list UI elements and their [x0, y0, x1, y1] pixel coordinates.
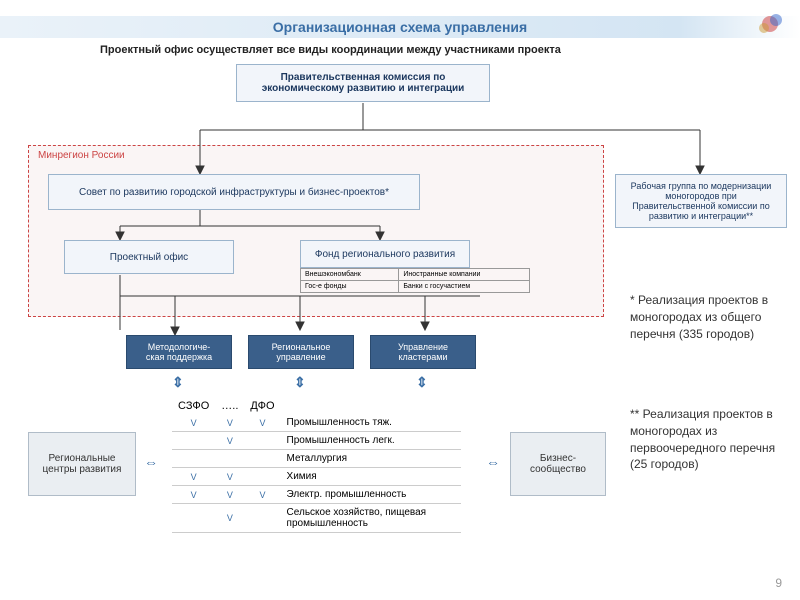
- footnote-1: * Реализация проектов в моногородах из о…: [630, 292, 788, 342]
- fund-subtable: ВнешэкономбанкИностранные компании Гос-е…: [300, 268, 530, 293]
- clusters-box: Управление кластерами: [370, 335, 476, 369]
- subtitle: Проектный офис осуществляет все виды коо…: [100, 44, 561, 56]
- footnote-2: ** Реализация проектов в моногородах из …: [630, 406, 788, 473]
- minregion-label: Минрегион России: [38, 150, 125, 161]
- double-arrow-1: ⇕: [172, 374, 184, 391]
- method-box: Методологиче- ская поддержка: [126, 335, 232, 369]
- double-arrow-3: ⇕: [416, 374, 428, 391]
- double-arrow-h2: ⇔: [486, 454, 500, 470]
- regional-centers-box: Региональные центры развития: [28, 432, 136, 496]
- sector-table: СЗФО ….. ДФО VVVПромышленность тяж.VПром…: [172, 398, 461, 533]
- project-office-box: Проектный офис: [64, 240, 234, 274]
- gov-commission-box: Правительственная комиссия по экономичес…: [236, 64, 490, 102]
- fund-box: Фонд регионального развития: [300, 240, 470, 268]
- regional-mgmt-box: Региональное управление: [248, 335, 354, 369]
- double-arrow-h1: ⇔: [144, 454, 158, 470]
- workgroup-box: Рабочая группа по модернизации моногород…: [615, 174, 787, 228]
- page-title: Организационная схема управления: [273, 19, 527, 35]
- council-box: Совет по развитию городской инфраструкту…: [48, 174, 420, 210]
- header-band: Организационная схема управления: [0, 16, 800, 38]
- page-number: 9: [775, 576, 782, 590]
- double-arrow-2: ⇕: [294, 374, 306, 391]
- logo: [752, 10, 788, 38]
- business-box: Бизнес-сообщество: [510, 432, 606, 496]
